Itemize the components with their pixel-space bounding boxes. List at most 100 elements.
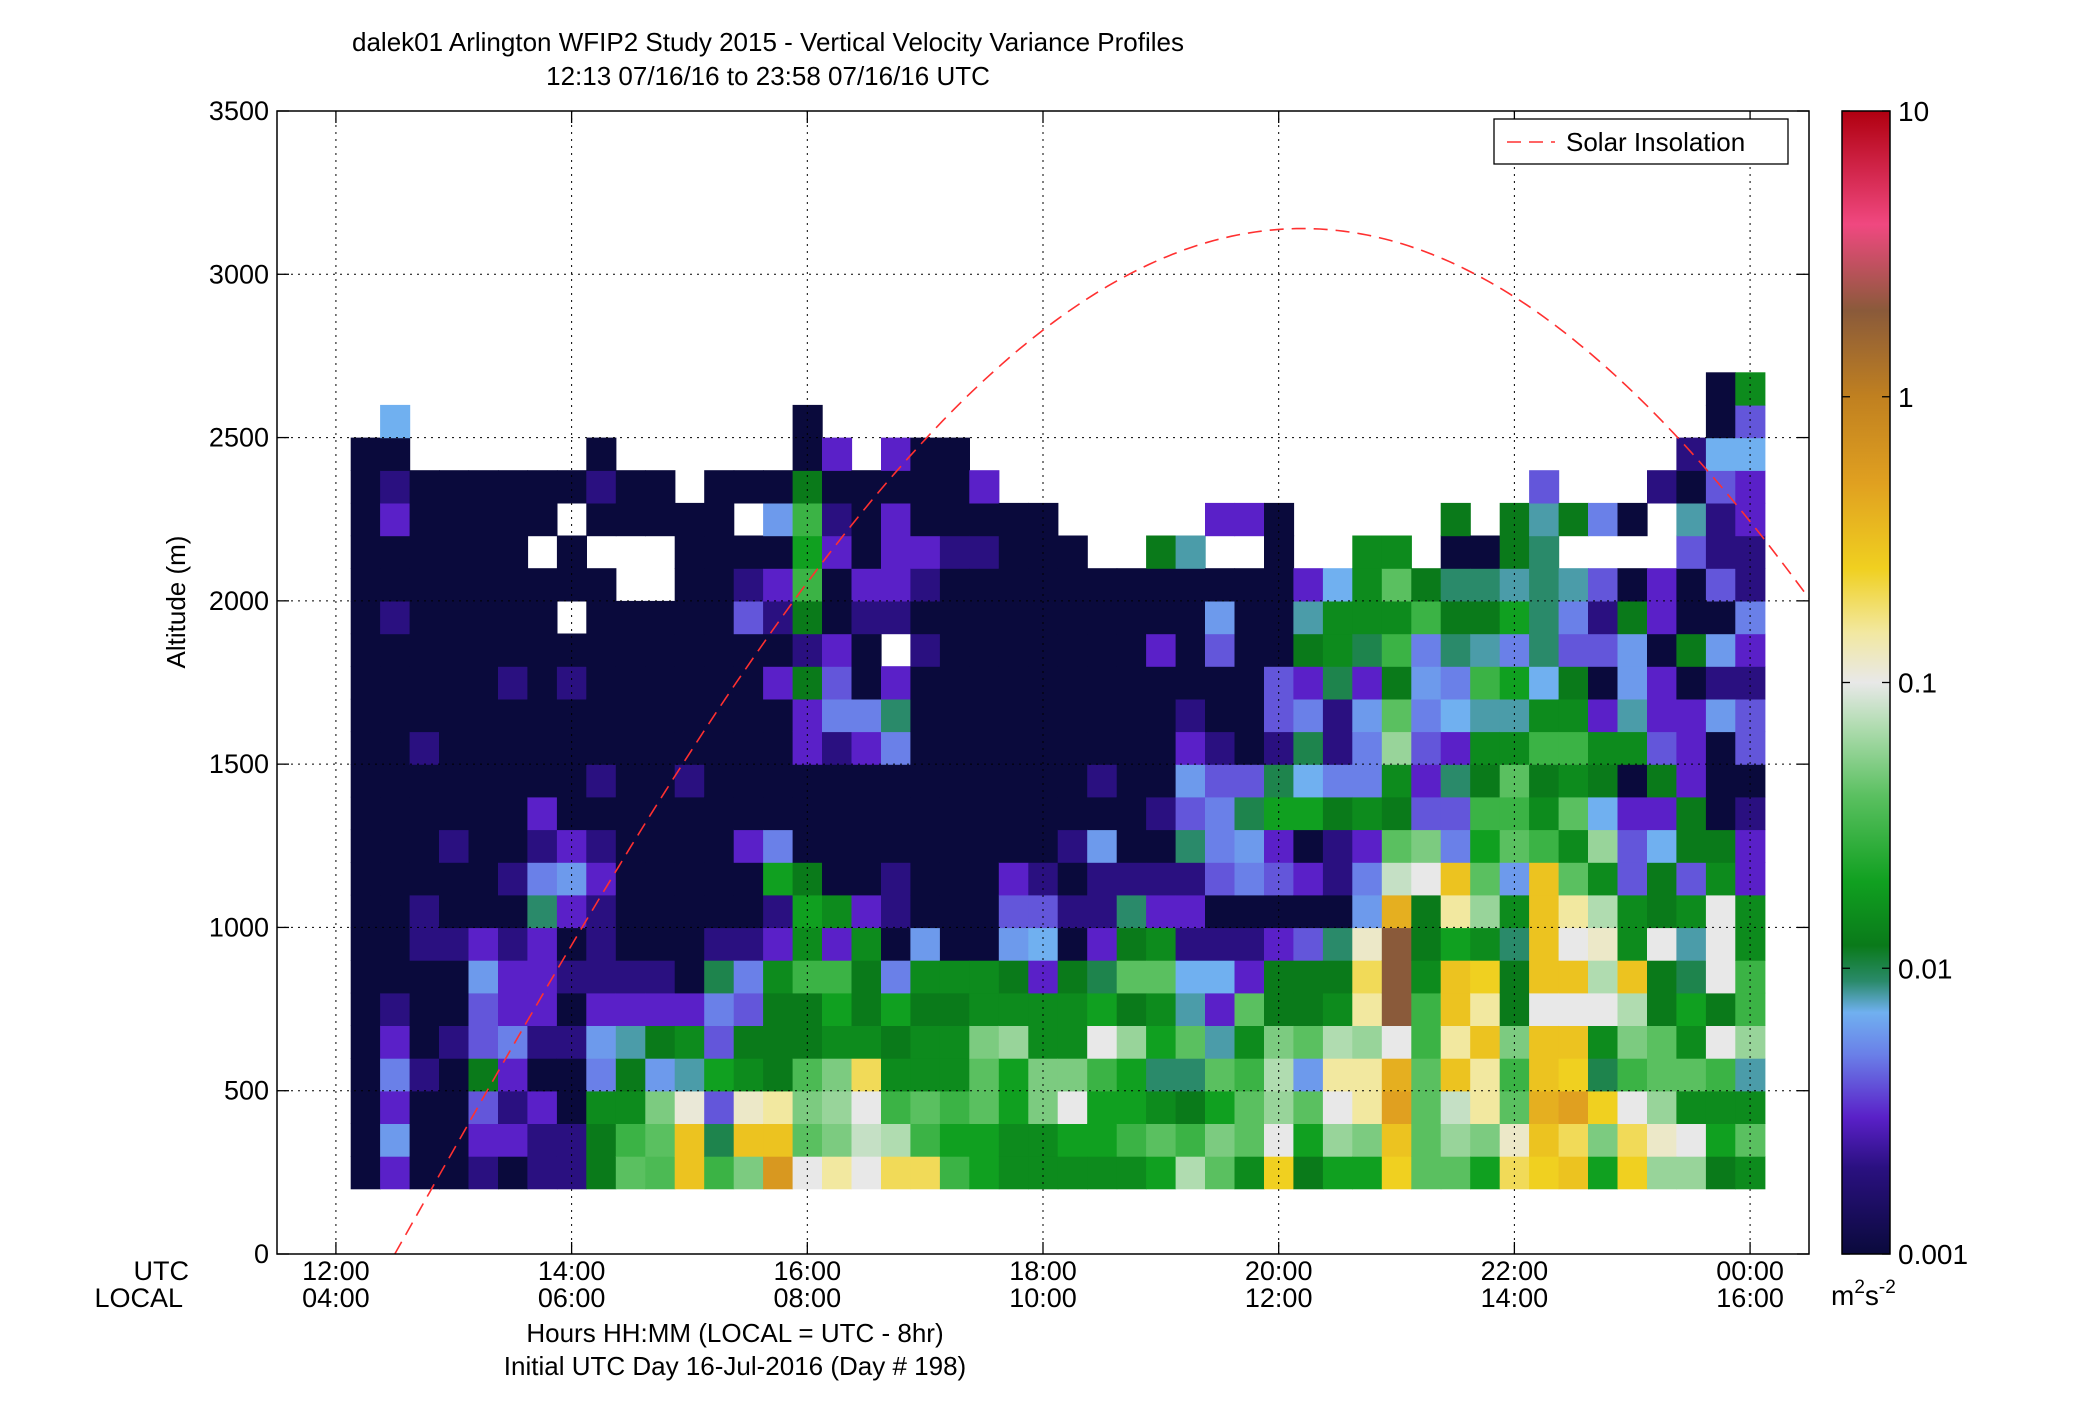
heatmap-cell — [1440, 960, 1471, 994]
heatmap-cell — [881, 927, 912, 961]
heatmap-cell — [939, 666, 970, 700]
heatmap-cell — [881, 1058, 912, 1092]
heatmap-cell — [439, 796, 470, 831]
heatmap-cell — [1588, 764, 1619, 798]
heatmap-cell — [350, 992, 381, 1026]
heatmap-cell — [881, 731, 912, 765]
heatmap-cell — [1322, 600, 1353, 635]
heatmap-cell — [939, 437, 970, 471]
heatmap-cell — [1175, 568, 1206, 602]
heatmap-cell — [468, 927, 499, 961]
heatmap-cell — [1205, 894, 1236, 929]
heatmap-cell — [763, 1123, 794, 1157]
heatmap-cell — [527, 470, 558, 504]
heatmap-cell — [1146, 535, 1177, 569]
heatmap-cell — [998, 502, 1029, 537]
heatmap-cell — [1293, 862, 1324, 896]
heatmap-cell — [1293, 829, 1324, 863]
heatmap-cell — [910, 829, 941, 863]
heatmap-cell — [1028, 698, 1059, 733]
heatmap-cell — [763, 1156, 794, 1190]
heatmap-cell — [409, 1025, 440, 1059]
heatmap-cell — [733, 535, 764, 569]
heatmap-cell — [615, 600, 646, 635]
heatmap-cell — [1676, 633, 1707, 667]
heatmap-cell — [1116, 1156, 1147, 1190]
heatmap-cell — [1352, 1090, 1383, 1124]
heatmap-cell — [822, 666, 853, 700]
heatmap-cell — [851, 470, 882, 504]
heatmap-cell — [851, 568, 882, 602]
heatmap-cell — [1352, 633, 1383, 667]
heatmap-cell — [1647, 796, 1678, 831]
heatmap-cell — [704, 633, 735, 667]
heatmap-cell — [1676, 927, 1707, 961]
heatmap-cell — [645, 960, 676, 994]
heatmap-cell — [1440, 1156, 1471, 1190]
heatmap-cell — [527, 666, 558, 700]
heatmap-cell — [439, 470, 470, 504]
heatmap-cell — [1647, 600, 1678, 635]
heatmap-cell — [468, 992, 499, 1026]
heatmap-cell — [1676, 829, 1707, 863]
heatmap-cell — [350, 633, 381, 667]
heatmap-cell — [1440, 600, 1471, 635]
heatmap-cell — [468, 960, 499, 994]
heatmap-cell — [1411, 666, 1442, 700]
heatmap-cell — [586, 600, 617, 635]
heatmap-cell — [380, 666, 411, 700]
heatmap-cell — [586, 960, 617, 994]
heatmap-cell — [1205, 568, 1236, 602]
x-tick-label-utc: 14:00 — [538, 1256, 606, 1286]
heatmap-cell — [1529, 829, 1560, 863]
heatmap-cell — [1205, 666, 1236, 700]
heatmap-cell — [822, 796, 853, 831]
heatmap-cell — [468, 535, 499, 569]
heatmap-cell — [969, 470, 1000, 504]
heatmap-cell — [998, 894, 1029, 929]
heatmap-cell — [1293, 1123, 1324, 1157]
heatmap-cell — [1588, 1156, 1619, 1190]
heatmap-cell — [1411, 731, 1442, 765]
heatmap-cell — [1411, 1025, 1442, 1059]
heatmap-cell — [645, 502, 676, 537]
heatmap-cell — [939, 992, 970, 1026]
heatmap-cell — [822, 1156, 853, 1190]
heatmap-cell — [645, 633, 676, 667]
heatmap-cell — [822, 1090, 853, 1124]
colorbar-tick-label: 0.1 — [1898, 668, 1937, 699]
heatmap-cell — [969, 698, 1000, 733]
heatmap-cell — [1440, 731, 1471, 765]
x-tick-labels-local: 04:00 06:00 08:00 10:00 12:00 14:00 16:00 — [302, 1283, 1784, 1313]
heatmap-cell — [1617, 502, 1648, 537]
heatmap-cell — [881, 829, 912, 863]
heatmap-cell — [527, 600, 558, 635]
heatmap-cell — [350, 764, 381, 798]
heatmap-cell — [468, 698, 499, 733]
heatmap-cell — [1499, 502, 1530, 537]
heatmap-cell — [704, 862, 735, 896]
heatmap-cell — [1529, 1058, 1560, 1092]
heatmap-cell — [498, 1090, 529, 1124]
heatmap-cell — [1558, 568, 1589, 602]
heatmap-cell — [674, 633, 705, 667]
heatmap-cell — [1440, 1025, 1471, 1059]
heatmap-cell — [645, 666, 676, 700]
heatmap-cell — [1381, 862, 1412, 896]
heatmap-cell — [1411, 1058, 1442, 1092]
heatmap-cell — [380, 862, 411, 896]
heatmap-cell — [822, 1025, 853, 1059]
heatmap-cell — [527, 568, 558, 602]
heatmap-cell — [1322, 992, 1353, 1026]
heatmap-cell — [1617, 698, 1648, 733]
heatmap-cell — [1411, 568, 1442, 602]
heatmap-cell — [350, 600, 381, 635]
heatmap-cell — [615, 764, 646, 798]
heatmap-cell — [1617, 731, 1648, 765]
heatmap-cell — [498, 992, 529, 1026]
heatmap-cell — [498, 1058, 529, 1092]
heatmap-cell — [1470, 1123, 1501, 1157]
heatmap-cell — [1087, 1090, 1118, 1124]
heatmap-cell — [1028, 1156, 1059, 1190]
